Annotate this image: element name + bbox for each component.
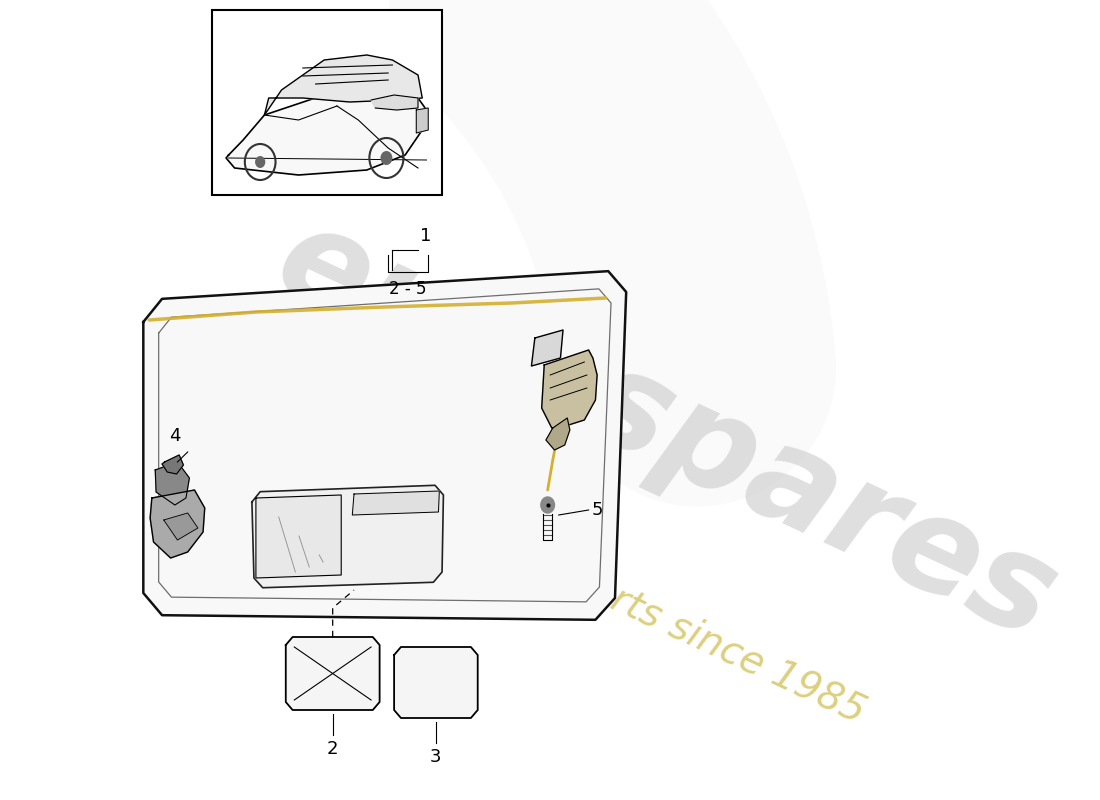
Circle shape xyxy=(381,151,393,165)
Polygon shape xyxy=(252,486,443,588)
Polygon shape xyxy=(162,455,184,474)
Polygon shape xyxy=(256,495,341,578)
Polygon shape xyxy=(155,462,189,505)
Text: 1: 1 xyxy=(420,227,431,245)
Bar xyxy=(211,10,442,195)
Text: eurospares: eurospares xyxy=(255,193,1075,667)
Polygon shape xyxy=(416,108,428,133)
Circle shape xyxy=(255,156,265,168)
Polygon shape xyxy=(143,271,626,620)
Polygon shape xyxy=(546,418,570,450)
Text: 2: 2 xyxy=(327,740,339,758)
Polygon shape xyxy=(150,490,205,558)
Polygon shape xyxy=(394,647,477,718)
Polygon shape xyxy=(352,491,439,515)
Polygon shape xyxy=(541,350,597,430)
Text: 4: 4 xyxy=(169,427,180,445)
Text: 2 - 5: 2 - 5 xyxy=(389,280,427,298)
Polygon shape xyxy=(264,55,422,115)
Polygon shape xyxy=(531,330,563,366)
Polygon shape xyxy=(164,513,198,540)
Text: 3: 3 xyxy=(430,748,442,766)
Polygon shape xyxy=(371,95,418,110)
Text: a passion for parts since 1985: a passion for parts since 1985 xyxy=(323,449,871,731)
Polygon shape xyxy=(227,92,427,175)
Polygon shape xyxy=(286,637,379,710)
Text: 5: 5 xyxy=(591,501,603,519)
Circle shape xyxy=(541,497,554,513)
